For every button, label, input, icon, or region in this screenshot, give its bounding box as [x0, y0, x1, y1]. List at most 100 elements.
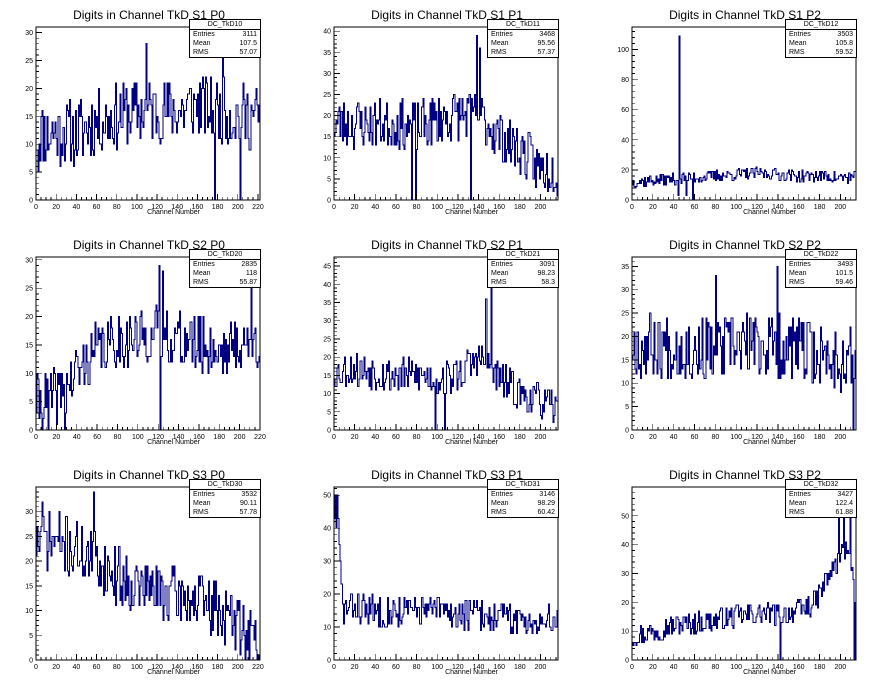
histogram-pad: Digits in Channel TkD S1 P1 0 5 10 15 20 25 30 3… [298, 0, 596, 230]
stats-label: Entries [789, 261, 811, 268]
y-tick-label: 5 [29, 633, 33, 640]
histogram-pad: Digits in Channel TkD S1 P0 0 5 10 15 20 25 30 0… [0, 0, 298, 230]
plot-title: Digits in Channel TkD S1 P1 [371, 8, 523, 22]
histogram-series [333, 265, 559, 431]
stats-name: DC_TkD10 [190, 20, 260, 30]
stats-row-rms: RMS 55.87 [190, 278, 260, 287]
stats-row-mean: Mean 107.5 [190, 39, 260, 48]
histogram-series [35, 265, 261, 431]
stats-row-mean: Mean 118 [190, 269, 260, 278]
stats-label: Entries [193, 491, 215, 498]
histogram-pad: Digits in Channel TkD S1 P2 0 20 40 60 80 100 0… [596, 0, 894, 230]
x-tick-label: 200 [835, 434, 847, 441]
x-tick-label: 180 [212, 204, 224, 211]
stats-label: Entries [491, 491, 513, 498]
y-tick-label: 30 [621, 287, 629, 294]
histogram-series [333, 494, 559, 660]
y-tick-label: 10 [323, 155, 331, 162]
histogram-pad: Digits in Channel TkD S2 P1 0 5 10 15 20 25 30 3… [298, 230, 596, 460]
stats-label: RMS [491, 49, 507, 56]
x-tick-label: 60 [93, 434, 101, 441]
stats-name: DC_TkD12 [786, 20, 856, 30]
stats-label: Entries [491, 31, 513, 38]
x-tick-label: 140 [473, 204, 485, 211]
x-tick-label: 20 [52, 434, 60, 441]
x-tick-label: 0 [630, 664, 634, 671]
x-tick-label: 40 [670, 664, 678, 671]
stats-label: Mean [789, 40, 807, 47]
x-tick-label: 60 [392, 434, 400, 441]
stats-value: 55.87 [239, 279, 257, 286]
plot-title: Digits in Channel TkD S3 P0 [73, 468, 225, 482]
x-tick-label: 20 [351, 664, 359, 671]
x-axis-title: Channel Number [445, 669, 498, 676]
x-tick-label: 160 [193, 434, 205, 441]
stats-label: RMS [789, 279, 805, 286]
x-tick-label: 0 [332, 204, 336, 211]
stats-box: DC_TkD32 Entries 3427 Mean 122.4 RMS 61.88 [785, 479, 857, 518]
x-tick-label: 180 [514, 204, 526, 211]
plot-frame [333, 256, 559, 431]
stats-label: Entries [193, 31, 215, 38]
x-tick-label: 0 [332, 434, 336, 441]
stats-label: Entries [789, 491, 811, 498]
stats-row-mean: Mean 98.29 [488, 499, 558, 508]
y-tick-label: 15 [25, 342, 33, 349]
stats-value: 98.29 [537, 500, 555, 507]
x-axis-title: Channel Number [445, 209, 498, 216]
x-tick-label: 20 [649, 204, 657, 211]
stats-row-rms: RMS 58.3 [488, 278, 558, 287]
y-tick-label: 0 [327, 428, 331, 435]
stats-box: DC_TkD12 Entries 3503 Mean 105.8 RMS 59.52 [785, 19, 857, 58]
y-tick-label: 40 [323, 282, 331, 289]
stats-value: 61.88 [835, 509, 853, 516]
x-tick-label: 80 [114, 434, 122, 441]
stats-label: RMS [193, 49, 209, 56]
stats-box: DC_TkD11 Entries 3468 Mean 95.56 RMS 57.37 [487, 19, 559, 58]
y-tick-label: 30 [323, 71, 331, 78]
y-tick-label: 0 [29, 198, 33, 205]
x-tick-label: 20 [52, 664, 60, 671]
x-tick-label: 200 [234, 434, 246, 441]
stats-value: 57.37 [537, 49, 555, 56]
y-tick-label: 15 [323, 134, 331, 141]
stats-value: 3091 [539, 261, 555, 268]
y-tick-label: 5 [327, 176, 331, 183]
histogram-plot: 0 20 40 60 80 100 0 20 40 60 80 100 120 140 160 180 200 [617, 26, 857, 211]
y-tick-label: 20 [323, 355, 331, 362]
y-tick-label: 30 [621, 571, 629, 578]
plot-frame [333, 486, 559, 661]
stats-value: 101.5 [835, 270, 853, 277]
x-tick-label: 140 [772, 664, 784, 671]
x-tick-label: 120 [152, 434, 164, 441]
stats-row-entries: Entries 3091 [488, 260, 558, 269]
stats-label: Entries [789, 31, 811, 38]
x-tick-label: 20 [52, 204, 60, 211]
y-tick-label: 35 [323, 50, 331, 57]
stats-name: DC_TkD32 [786, 480, 856, 490]
y-tick-label: 100 [617, 47, 629, 54]
y-tick-label: 40 [323, 29, 331, 36]
stats-label: Mean [491, 500, 509, 507]
stats-label: Mean [789, 500, 807, 507]
x-tick-label: 160 [192, 664, 204, 671]
x-tick-label: 160 [192, 204, 204, 211]
x-tick-label: 100 [431, 434, 443, 441]
x-tick-label: 60 [93, 204, 101, 211]
y-tick-label: 45 [323, 264, 331, 271]
histogram-plot: 0 5 10 15 20 25 30 35 40 45 0 20 40 60 80 100 120 140 160 1… [323, 256, 559, 441]
stats-label: RMS [491, 509, 507, 516]
stats-name: DC_TkD11 [488, 20, 558, 30]
x-tick-label: 220 [252, 204, 264, 211]
x-tick-label: 140 [171, 204, 183, 211]
x-tick-label: 200 [835, 664, 847, 671]
histogram-pad: Digits in Channel TkD S3 P1 0 10 20 30 40 50 0 2… [298, 460, 596, 690]
y-tick-label: 10 [323, 391, 331, 398]
stats-row-mean: Mean 101.5 [786, 269, 856, 278]
x-tick-label: 40 [72, 664, 80, 671]
stats-row-entries: Entries 3493 [786, 260, 856, 269]
x-tick-label: 200 [535, 434, 547, 441]
x-tick-label: 60 [691, 434, 699, 441]
stats-value: 60.42 [537, 509, 555, 516]
y-tick-label: 25 [25, 534, 33, 541]
